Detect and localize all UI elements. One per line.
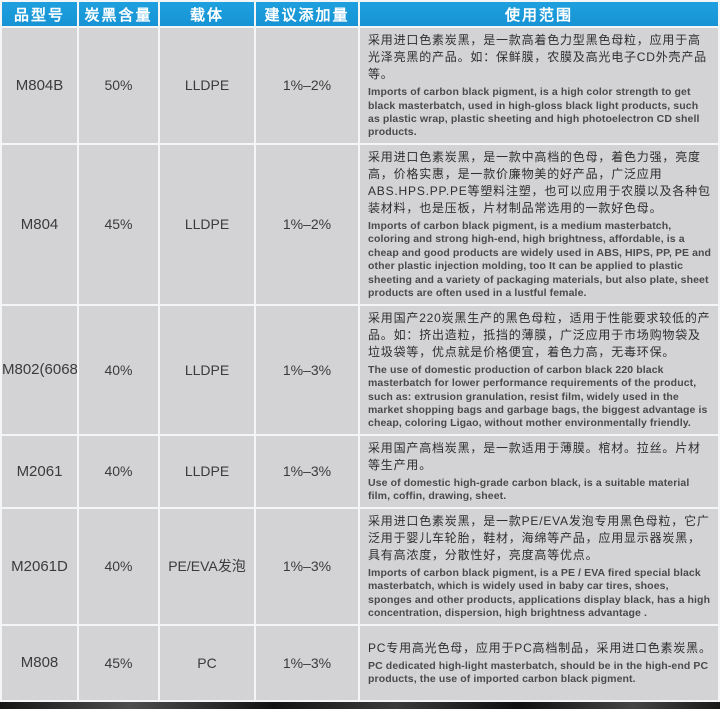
- table-row: M802(6068) 40% LLDPE 1%–3% 采用国产220炭黑生产的黑…: [2, 305, 718, 434]
- cell-carrier: LLDPE: [160, 435, 254, 507]
- usage-text-chinese: 采用国产220炭黑生产的黑色母粒，适用于性能要求较低的产品。如：挤出造粒，抵挡的…: [368, 310, 711, 359]
- usage-text-chinese: 采用进口色素炭黑，是一款高着色力型黑色母粒，应用于高光泽亮黑的产品。如：保鲜膜，…: [368, 33, 707, 82]
- cell-model: M2061: [2, 435, 77, 507]
- table-row: M804 45% LLDPE 1%–2% 采用进口色素炭黑，是一款中高档的色母，…: [2, 144, 718, 304]
- cell-usage-range: 采用进口色素炭黑，是一款中高档的色母，着色力强，亮度高，价格实惠，是一款价廉物美…: [360, 144, 718, 304]
- cell-carbon-black-content: 50%: [79, 28, 158, 143]
- usage-text-chinese: 采用国产高档炭黑，是一款适用于薄膜。棺材。拉丝。片材等生产用。: [368, 440, 701, 472]
- cell-usage-range: 采用进口色素炭黑，是一款PE/EVA发泡专用黑色母粒，它广泛用于婴儿车轮胎，鞋材…: [360, 508, 718, 624]
- cell-carrier: LLDPE: [160, 144, 254, 304]
- cell-usage-range: 采用国产高档炭黑，是一款适用于薄膜。棺材。拉丝。片材等生产用。 Use of d…: [360, 435, 718, 507]
- cell-model: M802(6068): [2, 305, 77, 434]
- usage-text-english: Imports of carbon black pigment, is a hi…: [368, 86, 700, 139]
- cell-model: M808: [2, 625, 77, 700]
- column-header-usage-range: 使用范围: [360, 2, 718, 26]
- cell-suggested-dosage: 1%–2%: [256, 144, 358, 304]
- usage-text-english: Use of domestic high-grade carbon black,…: [368, 476, 690, 503]
- cell-usage-range: PC专用高光色母，应用于PC高档制品，采用进口色素炭黑。 PC dedicate…: [360, 625, 718, 700]
- cell-suggested-dosage: 1%–3%: [256, 305, 358, 434]
- usage-text-chinese: PC专用高光色母，应用于PC高档制品，采用进口色素炭黑。: [368, 640, 712, 655]
- cell-carbon-black-content: 40%: [79, 508, 158, 624]
- cell-carrier: LLDPE: [160, 28, 254, 143]
- cell-carbon-black-content: 45%: [79, 625, 158, 700]
- table-row: M808 45% PC 1%–3% PC专用高光色母，应用于PC高档制品，采用进…: [2, 625, 718, 700]
- usage-text-english: Imports of carbon black pigment, is a me…: [368, 219, 712, 300]
- column-header-suggested-dosage: 建议添加量: [256, 2, 358, 26]
- column-header-carrier: 载体: [160, 2, 254, 26]
- cell-suggested-dosage: 1%–3%: [256, 435, 358, 507]
- column-header-model: 品型号: [2, 2, 77, 26]
- bottom-dark-bar: [0, 701, 720, 709]
- cell-carrier: LLDPE: [160, 305, 254, 434]
- column-header-carbon-black-content: 炭黑含量: [79, 2, 158, 26]
- cell-suggested-dosage: 1%–2%: [256, 28, 358, 143]
- cell-model: M804: [2, 144, 77, 304]
- cell-suggested-dosage: 1%–3%: [256, 625, 358, 700]
- usage-text-chinese: 采用进口色素炭黑，是一款PE/EVA发泡专用黑色母粒，它广泛用于婴儿车轮胎，鞋材…: [368, 513, 710, 562]
- cell-carrier: PE/EVA发泡: [160, 508, 254, 624]
- cell-suggested-dosage: 1%–3%: [256, 508, 358, 624]
- usage-text-english: Imports of carbon black pigment, is a PE…: [368, 566, 711, 620]
- table-row: M2061D 40% PE/EVA发泡 1%–3% 采用进口色素炭黑，是一款PE…: [2, 508, 718, 624]
- cell-usage-range: 采用进口色素炭黑，是一款高着色力型黑色母粒，应用于高光泽亮黑的产品。如：保鲜膜，…: [360, 28, 718, 143]
- usage-text-chinese: 采用进口色素炭黑，是一款中高档的色母，着色力强，亮度高，价格实惠，是一款价廉物美…: [368, 149, 711, 215]
- cell-usage-range: 采用国产220炭黑生产的黑色母粒，适用于性能要求较低的产品。如：挤出造粒，抵挡的…: [360, 305, 718, 434]
- cell-carrier: PC: [160, 625, 254, 700]
- cell-model: M2061D: [2, 508, 77, 624]
- header-row: 品型号 炭黑含量 载体 建议添加量 使用范围: [2, 2, 718, 26]
- usage-text-english: The use of domestic production of carbon…: [368, 363, 708, 430]
- cell-carbon-black-content: 45%: [79, 144, 158, 304]
- table-row: M804B 50% LLDPE 1%–2% 采用进口色素炭黑，是一款高着色力型黑…: [2, 28, 718, 143]
- usage-text-english: PC dedicated high-light masterbatch, sho…: [368, 659, 709, 686]
- cell-carbon-black-content: 40%: [79, 305, 158, 434]
- cell-carbon-black-content: 40%: [79, 435, 158, 507]
- table-row: M2061 40% LLDPE 1%–3% 采用国产高档炭黑，是一款适用于薄膜。…: [2, 435, 718, 507]
- cell-model: M804B: [2, 28, 77, 143]
